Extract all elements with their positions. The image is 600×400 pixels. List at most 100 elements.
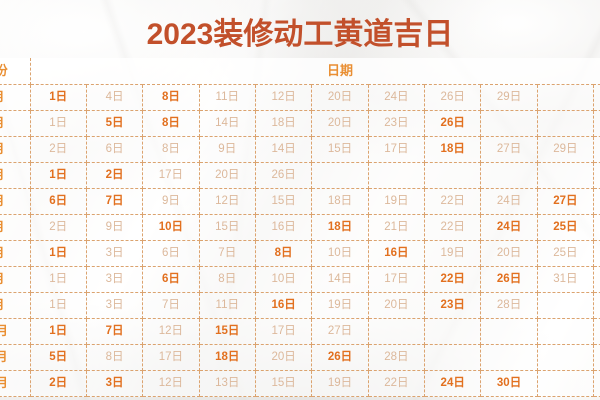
day-cell[interactable]: 11日 — [199, 292, 256, 319]
day-cell[interactable]: 15日 — [311, 136, 369, 163]
day-cell[interactable]: 15日 — [255, 188, 313, 215]
day-cell[interactable]: 29日 — [537, 136, 595, 163]
day-cell[interactable]: 15日 — [255, 370, 313, 397]
day-cell-highlighted[interactable]: 1日 — [30, 318, 87, 345]
day-cell[interactable]: 28日 — [593, 240, 600, 267]
day-cell-highlighted[interactable]: 16日 — [368, 240, 426, 267]
day-cell[interactable]: 19日 — [311, 292, 369, 319]
day-cell[interactable]: 1日 — [30, 266, 87, 293]
day-cell-highlighted[interactable]: 26日 — [424, 110, 482, 137]
day-cell[interactable]: 22日 — [424, 214, 482, 241]
day-cell-highlighted[interactable]: 3日 — [86, 370, 144, 397]
day-cell-highlighted[interactable]: 26日 — [311, 344, 369, 371]
day-cell[interactable]: 13日 — [199, 370, 256, 397]
day-cell[interactable]: 28日 — [480, 292, 538, 319]
day-cell[interactable]: 27日 — [480, 136, 538, 163]
day-cell[interactable]: 14日 — [255, 136, 313, 163]
day-cell[interactable]: 6日 — [142, 240, 200, 267]
day-cell[interactable]: 11日 — [199, 84, 256, 111]
day-cell[interactable]: 19日 — [424, 240, 482, 267]
day-cell[interactable]: 18日 — [255, 110, 313, 137]
day-cell[interactable]: 12日 — [142, 318, 200, 345]
day-cell[interactable]: 27日 — [311, 318, 369, 345]
day-cell-highlighted[interactable]: 18日 — [311, 214, 369, 241]
day-cell-highlighted[interactable]: 22日 — [424, 266, 482, 293]
day-cell-highlighted[interactable]: 30日 — [480, 370, 538, 397]
day-cell[interactable]: 10日 — [311, 240, 369, 267]
day-cell[interactable]: 9日 — [199, 136, 256, 163]
day-cell[interactable]: 17日 — [142, 344, 200, 371]
day-cell[interactable]: 25日 — [537, 240, 595, 267]
day-cell[interactable]: 1日 — [30, 292, 87, 319]
day-cell[interactable]: 3日 — [86, 240, 144, 267]
day-cell[interactable]: 12日 — [199, 188, 256, 215]
day-cell-highlighted[interactable]: 10日 — [142, 214, 200, 241]
day-cell-highlighted[interactable]: 1日 — [30, 240, 87, 267]
day-cell-highlighted[interactable]: 5日 — [86, 110, 144, 137]
day-cell-highlighted[interactable]: 7日 — [86, 318, 144, 345]
day-cell-highlighted[interactable]: 6日 — [30, 188, 87, 215]
day-cell-highlighted[interactable]: 7日 — [86, 188, 144, 215]
day-cell[interactable]: 20日 — [255, 344, 313, 371]
day-cell[interactable]: 2日 — [30, 214, 87, 241]
day-cell[interactable]: 12日 — [142, 370, 200, 397]
day-cell-highlighted[interactable]: 25日 — [537, 214, 595, 241]
day-cell-highlighted[interactable]: 28日 — [593, 188, 600, 215]
day-cell-highlighted[interactable]: 2日 — [30, 370, 87, 397]
day-cell-highlighted[interactable]: 24日 — [480, 214, 538, 241]
day-cell-highlighted[interactable]: 26日 — [480, 266, 538, 293]
day-cell[interactable]: 17日 — [368, 266, 426, 293]
day-cell[interactable]: 14日 — [199, 110, 256, 137]
day-cell[interactable]: 1日 — [30, 110, 87, 137]
day-cell-highlighted[interactable]: 18日 — [199, 344, 256, 371]
day-cell[interactable]: 7日 — [199, 240, 256, 267]
day-cell[interactable]: 24日 — [480, 188, 538, 215]
day-cell-highlighted[interactable]: 23日 — [424, 292, 482, 319]
day-cell[interactable]: 29日 — [480, 84, 538, 111]
day-cell[interactable]: 3日 — [86, 266, 144, 293]
day-cell[interactable]: 14日 — [311, 266, 369, 293]
day-cell-highlighted[interactable]: 27日 — [537, 188, 595, 215]
day-cell[interactable]: 15日 — [199, 214, 256, 241]
day-cell-highlighted[interactable]: 16日 — [255, 292, 313, 319]
day-cell[interactable]: 9日 — [86, 214, 144, 241]
day-cell[interactable]: 6日 — [86, 136, 144, 163]
day-cell-highlighted[interactable]: 24日 — [424, 370, 482, 397]
day-cell-highlighted[interactable]: 1日 — [30, 84, 87, 111]
day-cell[interactable]: 10日 — [255, 266, 313, 293]
day-cell[interactable]: 23日 — [368, 110, 426, 137]
day-cell[interactable]: 22日 — [424, 188, 482, 215]
day-cell[interactable]: 22日 — [368, 370, 426, 397]
day-cell[interactable]: 20日 — [311, 84, 369, 111]
day-cell-highlighted[interactable]: 15日 — [199, 318, 256, 345]
day-cell[interactable]: 8日 — [86, 344, 144, 371]
day-cell[interactable]: 4日 — [86, 84, 144, 111]
day-cell[interactable]: 19日 — [368, 188, 426, 215]
day-cell[interactable]: 20日 — [480, 240, 538, 267]
day-cell[interactable]: 3日 — [86, 292, 144, 319]
day-cell[interactable]: 17日 — [368, 136, 426, 163]
day-cell[interactable]: 12日 — [255, 84, 313, 111]
day-cell[interactable]: 26日 — [255, 162, 313, 189]
day-cell-highlighted[interactable]: 1日 — [30, 162, 87, 189]
day-cell[interactable]: 20日 — [199, 162, 256, 189]
day-cell[interactable]: 17日 — [142, 162, 200, 189]
day-cell-highlighted[interactable]: 8日 — [142, 110, 200, 137]
day-cell[interactable]: 19日 — [311, 370, 369, 397]
day-cell[interactable]: 8日 — [142, 136, 200, 163]
day-cell[interactable]: 20日 — [368, 292, 426, 319]
day-cell[interactable]: 16日 — [255, 214, 313, 241]
day-cell[interactable]: 8日 — [199, 266, 256, 293]
day-cell[interactable]: 31日 — [537, 266, 595, 293]
day-cell[interactable]: 18日 — [311, 188, 369, 215]
day-cell[interactable]: 28日 — [368, 344, 426, 371]
day-cell-highlighted[interactable]: 8日 — [142, 84, 200, 111]
day-cell[interactable]: 2日 — [30, 136, 87, 163]
day-cell[interactable]: 24日 — [368, 84, 426, 111]
day-cell-highlighted[interactable]: 2日 — [86, 162, 144, 189]
day-cell[interactable]: 26日 — [424, 84, 482, 111]
day-cell[interactable]: 21日 — [368, 214, 426, 241]
day-cell-highlighted[interactable]: 8日 — [255, 240, 313, 267]
day-cell[interactable]: 7日 — [142, 292, 200, 319]
day-cell[interactable]: 17日 — [255, 318, 313, 345]
